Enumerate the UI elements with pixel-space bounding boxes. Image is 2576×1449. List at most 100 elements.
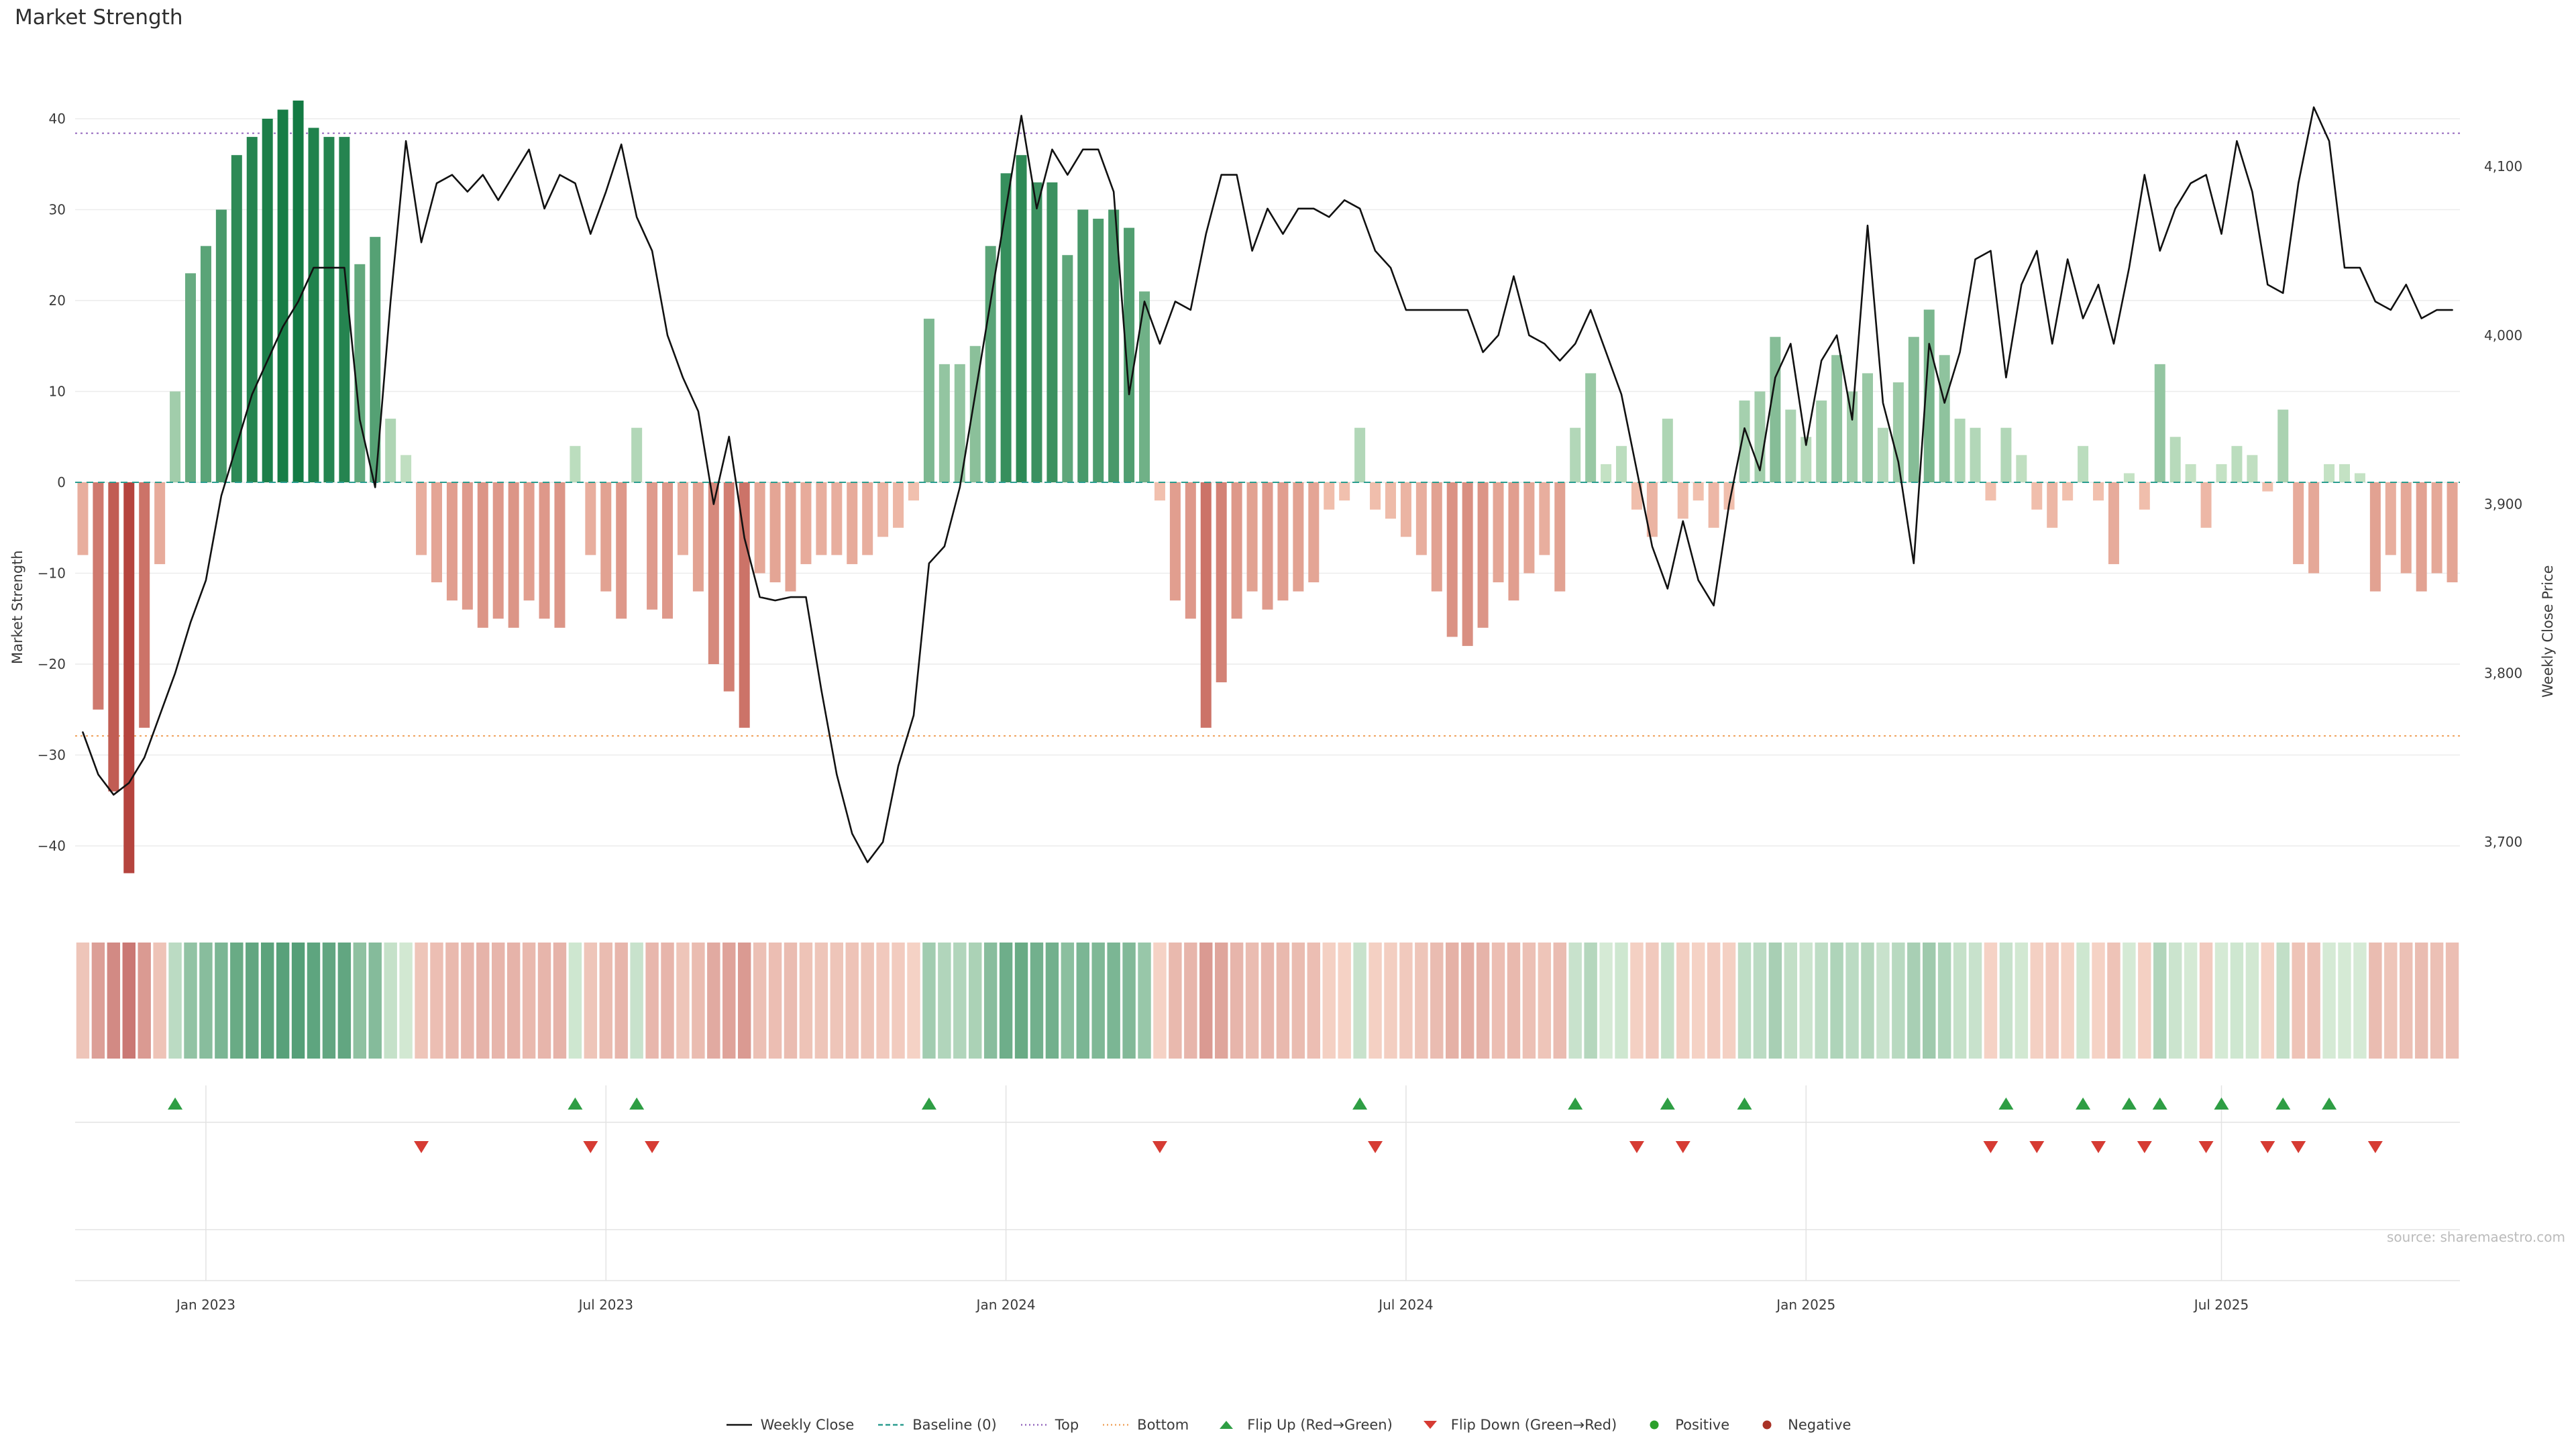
strength-bar bbox=[1677, 482, 1688, 519]
heatmap-cell bbox=[1845, 943, 1859, 1059]
strength-bar bbox=[1908, 337, 1919, 482]
heatmap-cell bbox=[1353, 943, 1366, 1059]
heatmap-cell bbox=[2214, 943, 2229, 1059]
y-tick-label-left: −40 bbox=[38, 838, 66, 854]
flip-up-marker bbox=[921, 1097, 936, 1110]
strength-bar bbox=[1169, 482, 1181, 601]
strength-bar bbox=[692, 482, 704, 592]
strength-bar bbox=[1523, 482, 1535, 574]
strength-bar bbox=[1877, 427, 1888, 482]
heatmap-cell bbox=[1153, 943, 1167, 1059]
strength-bar bbox=[77, 482, 89, 555]
strength-bar bbox=[1508, 482, 1519, 601]
strength-bar bbox=[1385, 482, 1396, 519]
strength-bar bbox=[2016, 455, 2027, 482]
strength-bar bbox=[554, 482, 566, 628]
strength-bar bbox=[2339, 464, 2350, 482]
heatmap-cell bbox=[1476, 943, 1490, 1059]
heatmap-cell bbox=[368, 943, 382, 1059]
heatmap-cell bbox=[492, 943, 505, 1059]
strength-bar bbox=[2185, 464, 2196, 482]
legend-item-6: Positive bbox=[1640, 1417, 1729, 1433]
strength-bar bbox=[2231, 445, 2243, 482]
strength-bar bbox=[1093, 219, 1104, 482]
strength-bar bbox=[1031, 182, 1042, 482]
strength-bar bbox=[1862, 373, 1873, 482]
strength-bar bbox=[1124, 227, 1135, 482]
flip-down-marker bbox=[1368, 1141, 1383, 1153]
heatmap-cell bbox=[1399, 943, 1413, 1059]
heatmap-cell bbox=[553, 943, 567, 1059]
flip-up-marker bbox=[2214, 1097, 2229, 1110]
strength-bar bbox=[108, 482, 119, 792]
heatmap-cell bbox=[1753, 943, 1767, 1059]
legend-label: Top bbox=[1055, 1417, 1079, 1433]
legend-label: Flip Up (Red→Green) bbox=[1247, 1417, 1393, 1433]
strength-bar bbox=[1616, 445, 1627, 482]
flip-down-marker bbox=[2367, 1141, 2383, 1153]
strength-bar bbox=[708, 482, 719, 664]
dotted-legend-icon bbox=[1103, 1424, 1129, 1426]
strength-bar bbox=[754, 482, 765, 574]
strength-bar bbox=[1108, 209, 1120, 482]
heatmap-cell bbox=[845, 943, 859, 1059]
strength-bar bbox=[170, 391, 181, 482]
strength-bar bbox=[1646, 482, 1658, 537]
heatmap-cell bbox=[692, 943, 705, 1059]
legend-item-1: Baseline (0) bbox=[877, 1417, 997, 1433]
strength-bar bbox=[1462, 482, 1473, 646]
y-tick-label-right: 4,100 bbox=[2484, 158, 2522, 174]
legend-label: Weekly Close bbox=[760, 1417, 855, 1433]
heatmap-cell bbox=[983, 943, 998, 1059]
heatmap-cell bbox=[1646, 943, 1659, 1059]
x-tick-label: Jan 2025 bbox=[1775, 1297, 1835, 1313]
strength-bar bbox=[1754, 391, 1766, 482]
heatmap-cell bbox=[1415, 943, 1428, 1059]
strength-bar bbox=[600, 482, 612, 592]
strength-bar bbox=[246, 137, 258, 483]
strength-bar bbox=[1847, 391, 1858, 482]
strength-bar bbox=[769, 482, 781, 583]
heatmap-cell bbox=[584, 943, 598, 1059]
heatmap-cell bbox=[1861, 943, 1874, 1059]
flip-up-marker bbox=[1352, 1097, 1368, 1110]
heatmap-cell bbox=[506, 943, 521, 1059]
heatmap-cell bbox=[122, 943, 136, 1059]
legend: Weekly Close Baseline (0) Top Bottom Flip Up… bbox=[0, 1417, 2576, 1433]
strength-bar bbox=[1370, 482, 1381, 510]
flip-up-marker bbox=[1998, 1097, 2014, 1110]
heatmap-cell bbox=[461, 943, 474, 1059]
heatmap-cell bbox=[1615, 943, 1628, 1059]
strength-bar bbox=[1324, 482, 1335, 510]
heatmap-cell bbox=[2369, 943, 2382, 1059]
heatmap-cell bbox=[1876, 943, 1890, 1059]
heatmap-cell bbox=[1045, 943, 1059, 1059]
source-text: source: sharemaestro.com bbox=[2387, 1229, 2565, 1245]
heatmap-cell bbox=[76, 943, 90, 1059]
strength-bar bbox=[2416, 482, 2427, 592]
strength-bar bbox=[847, 482, 858, 564]
x-tick-label: Jan 2023 bbox=[175, 1297, 235, 1313]
heatmap-cell bbox=[614, 943, 628, 1059]
heatmap-cell bbox=[999, 943, 1013, 1059]
heatmap-cell bbox=[1923, 943, 1936, 1059]
strength-bar bbox=[1139, 291, 1150, 482]
strength-bar bbox=[923, 319, 934, 482]
heatmap-cell bbox=[153, 943, 166, 1059]
legend-item-3: Bottom bbox=[1102, 1417, 1189, 1433]
heatmap-cell bbox=[230, 943, 244, 1059]
strength-bar bbox=[908, 482, 919, 501]
heatmap-cell bbox=[415, 943, 428, 1059]
page-title: Market Strength bbox=[15, 5, 183, 30]
strength-bar bbox=[1631, 482, 1642, 510]
heatmap-cell bbox=[1446, 943, 1459, 1059]
strength-bar bbox=[1308, 482, 1320, 583]
heatmap-cell bbox=[1630, 943, 1644, 1059]
heatmap-cell bbox=[2400, 943, 2413, 1059]
flip-up-marker bbox=[2076, 1097, 2091, 1110]
heatmap-cell bbox=[2045, 943, 2059, 1059]
heatmap-cell bbox=[676, 943, 690, 1059]
strength-bar bbox=[277, 109, 288, 482]
dotted-legend-icon bbox=[1020, 1424, 1046, 1426]
flip-down-marker bbox=[2091, 1141, 2106, 1153]
